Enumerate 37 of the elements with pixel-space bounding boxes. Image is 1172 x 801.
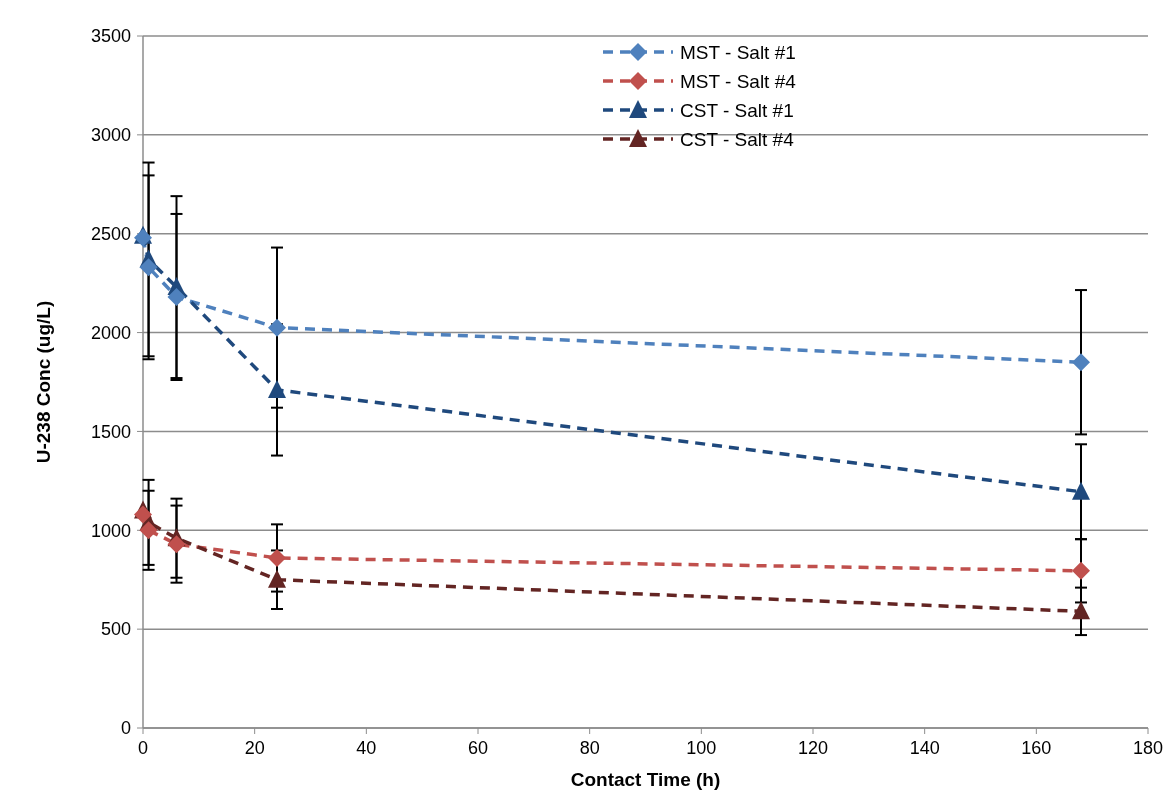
legend-label: CST - Salt #4	[680, 128, 795, 150]
y-tick-label: 0	[120, 718, 131, 739]
point	[167, 535, 186, 554]
y-tick-label: 3500	[90, 26, 131, 47]
point	[167, 287, 186, 306]
x-tick-label: 180	[1132, 738, 1164, 758]
point	[1072, 561, 1090, 580]
y-tick-label: 3000	[90, 125, 131, 146]
x-tick-label: 100	[686, 738, 717, 758]
legend-label: MST - Salt #1	[680, 41, 796, 63]
point	[268, 569, 286, 588]
x-tick-label: 80	[579, 738, 600, 758]
x-tick-label: 40	[356, 738, 377, 758]
legend-label: MST - Salt #4	[680, 70, 797, 92]
x-tick-label: 20	[244, 738, 265, 758]
x-tick-label: 140	[909, 738, 940, 758]
point	[1072, 601, 1090, 620]
x-tick-label: 60	[467, 738, 489, 758]
point	[1072, 353, 1090, 372]
x-tick-label: 120	[797, 738, 829, 758]
y-tick-label: 2000	[90, 322, 131, 343]
x-tick-label: 160	[1021, 738, 1052, 758]
y-tick-label: 500	[100, 619, 131, 640]
point	[268, 548, 286, 567]
legend-label: CST - Salt #1	[680, 99, 794, 121]
x-axis-title: Contact Time (h)	[570, 769, 721, 790]
x-tick-label: 0	[137, 738, 149, 758]
point	[268, 379, 286, 398]
y-tick-label: 1000	[90, 520, 131, 541]
point	[268, 318, 286, 337]
y-axis-title: U-238 Conc (ug/L)	[33, 300, 54, 464]
y-tick-label: 2500	[90, 224, 131, 245]
point	[139, 258, 158, 277]
point	[139, 521, 158, 540]
point	[134, 505, 152, 524]
y-tick-label: 1500	[90, 421, 131, 442]
point	[1072, 481, 1090, 500]
